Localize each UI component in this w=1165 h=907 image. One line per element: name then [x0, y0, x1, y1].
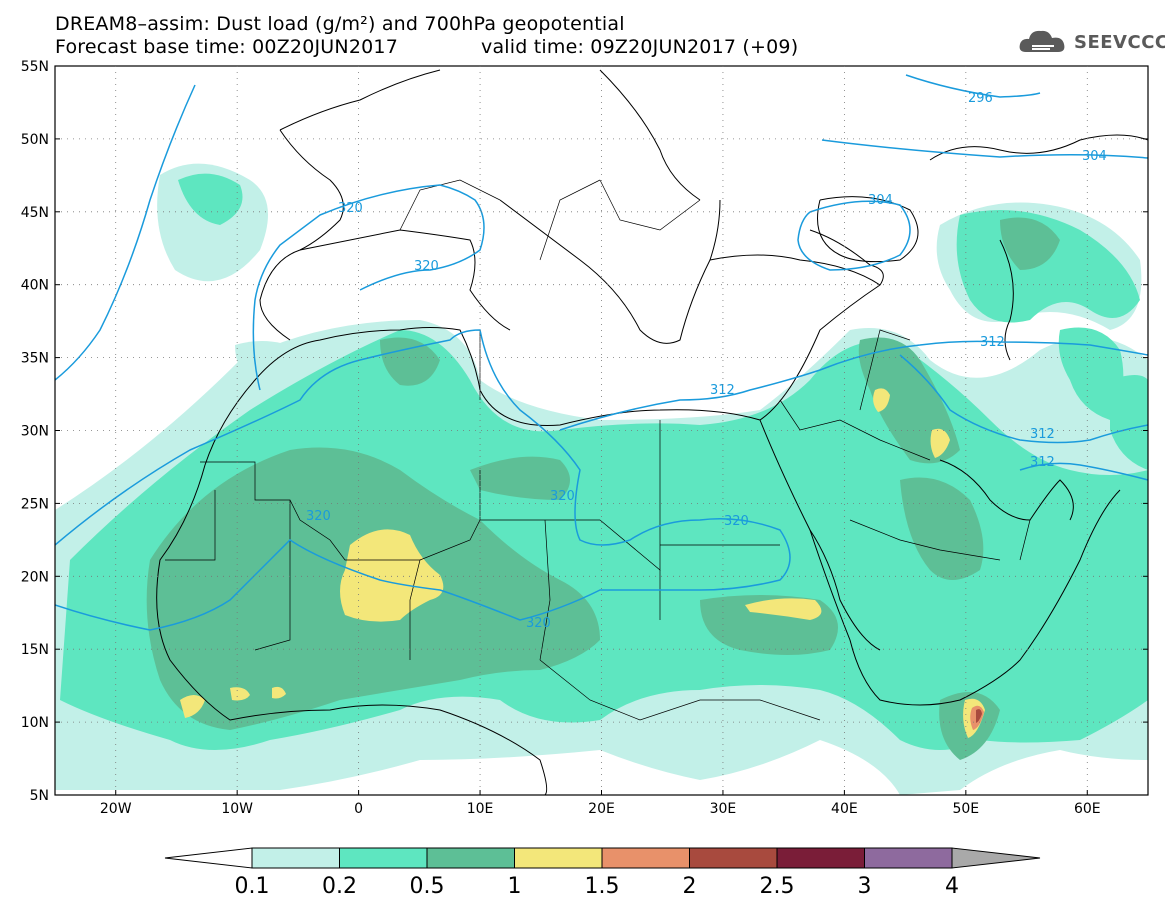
latitude-label: 30N: [21, 424, 49, 440]
dust-shading: [55, 163, 1148, 795]
geopotential-contours: [55, 74, 1148, 631]
contour-label: 320: [338, 201, 363, 216]
colorbar-segment: [689, 847, 778, 869]
colorbar-label: 2: [683, 874, 697, 899]
contour-label: 312: [1030, 455, 1055, 470]
contour-label: 320: [550, 489, 575, 504]
contour-label: 296: [968, 91, 993, 106]
latitude-label: 50N: [21, 132, 49, 148]
longitude-labels: 20W 10W 0 10E 20E 30E 40E 50E 60E: [100, 801, 1101, 817]
colorbar-label: 1: [508, 874, 522, 899]
colorbar-label: 2.5: [760, 874, 795, 899]
colorbar-label: 1.5: [585, 874, 620, 899]
latitude-labels: 55N 50N 45N 40N 35N 30N 25N 20N 15N 10N 5N: [21, 59, 49, 804]
contour-label: 320: [414, 259, 439, 274]
contour-labels: 296 304 304 312 312 312 312 320 320 320 …: [306, 91, 1107, 631]
colorbar-segment: [601, 847, 690, 869]
colorbar-segment: [514, 847, 603, 869]
longitude-label: 10W: [221, 801, 253, 817]
latitude-label: 20N: [21, 569, 49, 585]
colorbar-segment: [776, 847, 865, 869]
longitude-label: 30E: [710, 801, 737, 817]
colorbar-segment: [426, 847, 515, 869]
cloud-icon: [1019, 30, 1065, 52]
colorbar-label: 0.1: [235, 874, 270, 899]
forecast-base-time: Forecast base time: 00Z20JUN2017 valid ti…: [55, 36, 798, 58]
contour-label: 320: [526, 616, 551, 631]
coastlines: [156, 69, 1148, 795]
latitude-label: 40N: [21, 278, 49, 294]
contour-label: 312: [980, 335, 1005, 350]
contour-label: 320: [306, 509, 331, 524]
valid-time: valid time: 09Z20JUN2017 (+09): [481, 36, 799, 58]
colorbar-label: 0.2: [322, 874, 357, 899]
base-time-text: Forecast base time: 00Z20JUN2017: [55, 36, 398, 58]
longitude-label: 60E: [1074, 801, 1101, 817]
borders: [165, 179, 1031, 721]
contour-label: 312: [710, 383, 735, 398]
graticule: [55, 65, 1148, 796]
latitude-label: 5N: [30, 788, 49, 804]
colorbar-label: 4: [945, 874, 959, 899]
longitude-label: 40E: [831, 801, 858, 817]
longitude-label: 20E: [588, 801, 615, 817]
latitude-label: 10N: [21, 715, 49, 731]
contour-label: 304: [1082, 149, 1107, 164]
chart-title: DREAM8–assim: Dust load (g/m²) and 700hP…: [55, 13, 625, 35]
contour-label: 304: [868, 193, 893, 208]
colorbar-segment: [339, 847, 428, 869]
latitude-label: 45N: [21, 205, 49, 221]
colorbar-underflow: [164, 847, 253, 869]
colorbar-segment: [251, 847, 340, 869]
latitude-label: 55N: [21, 59, 49, 75]
colorbar-legend: 0.1 0.2 0.5 1 1.5 2 2.5 3 4: [164, 847, 1041, 899]
logo-text: SEEVCCC: [1074, 32, 1165, 53]
longitude-label: 10E: [467, 801, 494, 817]
longitude-label: 20W: [100, 801, 132, 817]
longitude-label: 0: [354, 801, 363, 817]
latitude-label: 35N: [21, 351, 49, 367]
colorbar-label: 3: [858, 874, 872, 899]
latitude-label: 25N: [21, 496, 49, 512]
colorbar-label: 0.5: [410, 874, 445, 899]
colorbar-segment: [864, 847, 953, 869]
longitude-label: 50E: [952, 801, 979, 817]
contour-label: 320: [724, 514, 749, 529]
seevccc-logo: SEEVCCC: [1018, 26, 1165, 58]
colorbar-overflow: [951, 847, 1041, 869]
latitude-label: 15N: [21, 642, 49, 658]
contour-label: 312: [1030, 427, 1055, 442]
